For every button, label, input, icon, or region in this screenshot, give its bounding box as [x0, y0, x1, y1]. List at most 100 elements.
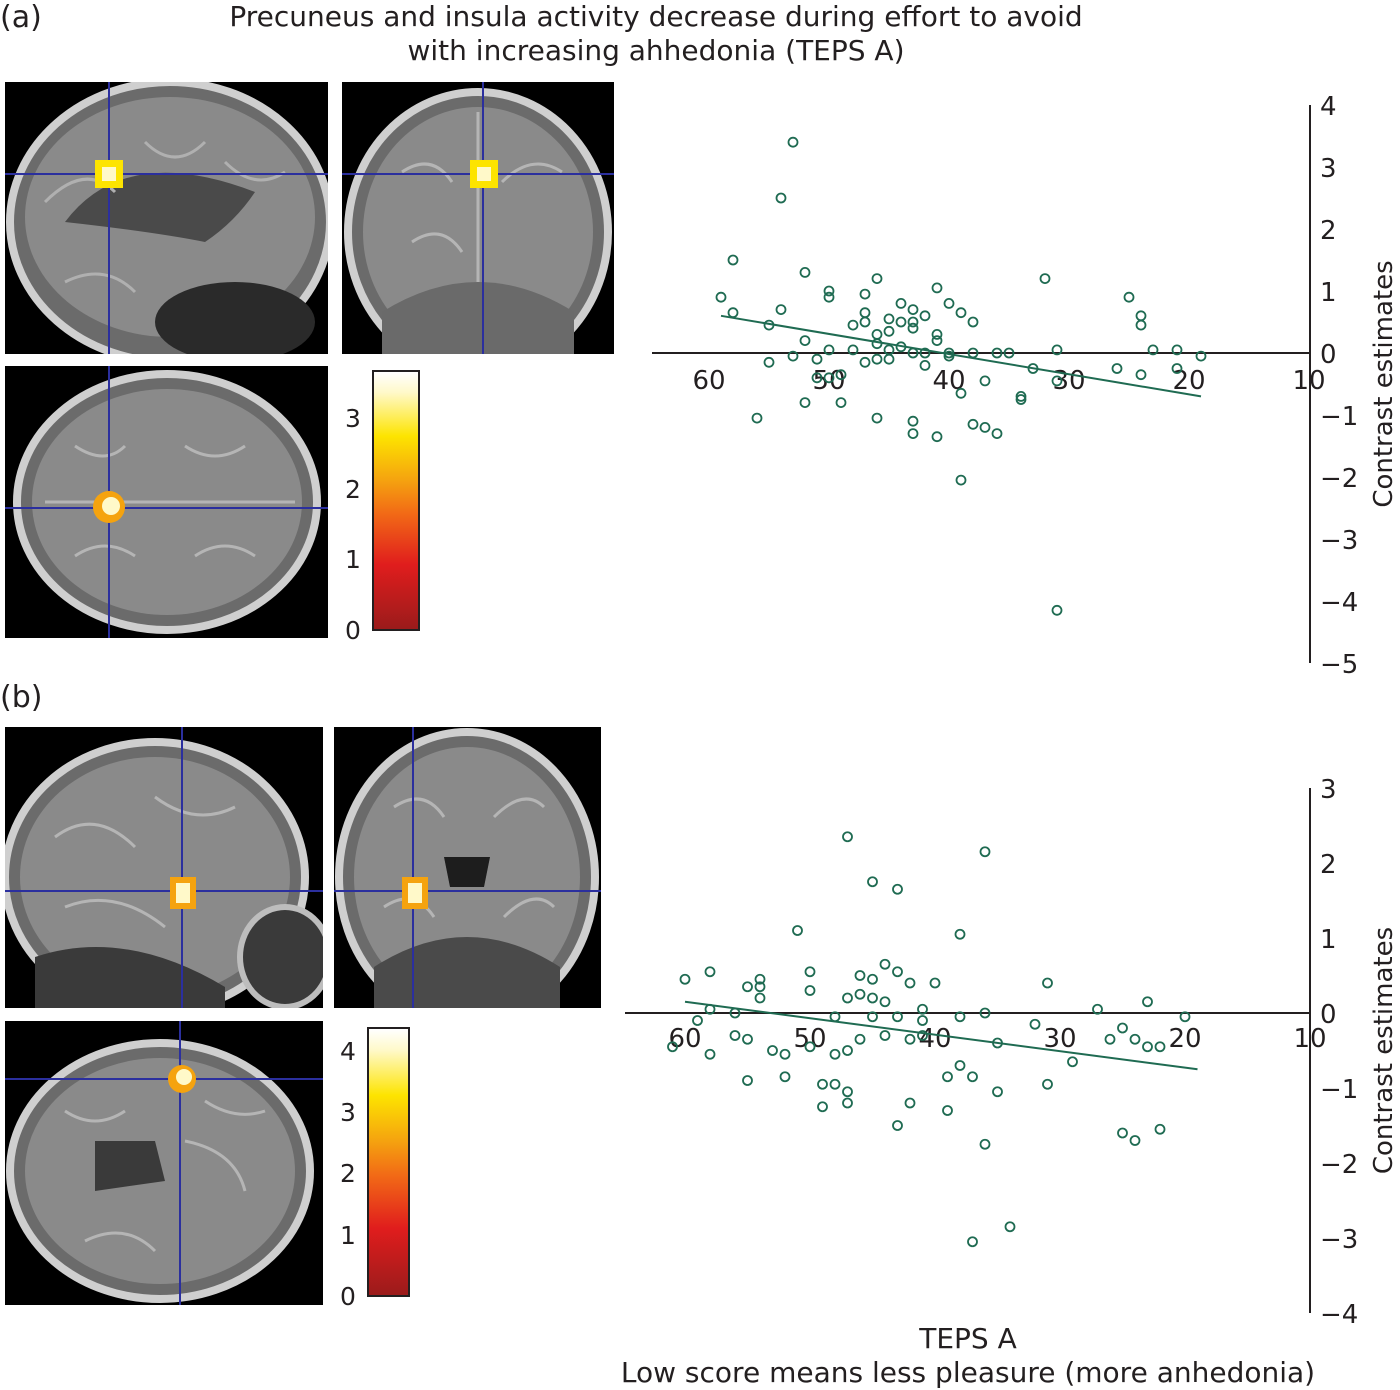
data-point: [1147, 344, 1159, 356]
data-point: [754, 992, 766, 1004]
y-tick-label: −2: [1320, 464, 1358, 494]
data-point: [955, 307, 967, 319]
data-point: [775, 304, 787, 316]
y-tick-label: 1: [1320, 278, 1337, 308]
data-point: [835, 397, 847, 409]
data-point: [1135, 369, 1147, 381]
data-point: [942, 1071, 953, 1083]
figure-title-line1: Precuneus and insula activity decrease d…: [229, 0, 1083, 33]
data-point: [943, 297, 955, 309]
data-point: [847, 344, 859, 356]
data-point: [931, 335, 943, 347]
data-point: [1051, 344, 1063, 356]
data-point: [979, 421, 991, 433]
colorbar_b-tick: 3: [340, 1097, 356, 1127]
data-point: [1027, 363, 1039, 374]
data-point: [883, 353, 895, 365]
data-point: [667, 1041, 678, 1053]
data-point: [955, 474, 967, 486]
data-point: [704, 1003, 716, 1015]
y-tick-label: −5: [1320, 650, 1358, 680]
data-point: [967, 316, 979, 328]
data-point: [842, 1086, 853, 1098]
y-tick-label: 3: [1320, 154, 1337, 184]
data-point: [871, 328, 883, 340]
data-point: [1129, 1033, 1141, 1045]
data-point: [1104, 1033, 1116, 1045]
data-point: [992, 1086, 1003, 1098]
data-point: [1135, 310, 1147, 322]
data-point: [823, 372, 835, 384]
data-point: [799, 397, 811, 409]
data-point: [799, 335, 811, 347]
data-point: [892, 966, 903, 978]
data-point: [943, 347, 955, 359]
data-point: [842, 1045, 853, 1056]
data-point: [892, 1011, 903, 1023]
x-tick-label: 60: [692, 366, 725, 396]
x-tick-label: 50: [793, 1024, 826, 1054]
data-point: [842, 1097, 853, 1109]
y-tick-label: 2: [1320, 216, 1337, 246]
data-point: [679, 973, 691, 985]
y-tick-label: −1: [1320, 402, 1358, 432]
colorbar_a-tick: 1: [345, 545, 361, 575]
data-point: [991, 347, 1003, 359]
data-point: [931, 282, 943, 294]
brain-sagittal-b: [5, 727, 323, 1008]
y-tick-label: 3: [1320, 775, 1337, 805]
data-point: [895, 341, 907, 353]
data-point: [854, 970, 866, 981]
data-point: [754, 973, 766, 985]
x-tick-label: 40: [932, 366, 965, 396]
data-point: [823, 291, 835, 303]
data-point: [871, 338, 883, 350]
data-point: [1029, 1018, 1041, 1030]
colorbar_a-tick: 0: [345, 616, 361, 645]
data-point: [904, 1033, 916, 1045]
data-point: [1042, 977, 1053, 989]
brain-coronal-a: [342, 82, 614, 354]
data-point: [867, 1011, 878, 1023]
data-point: [804, 966, 816, 978]
data-point: [904, 977, 916, 989]
data-point: [907, 347, 919, 359]
data-point: [954, 928, 966, 940]
data-point: [879, 1030, 891, 1041]
data-point: [847, 319, 859, 331]
data-point: [931, 431, 943, 443]
data-point: [1123, 291, 1135, 303]
data-point: [919, 347, 931, 359]
brain-coronal-b: [334, 727, 601, 1008]
data-point: [842, 831, 853, 843]
data-point: [1117, 1022, 1128, 1034]
data-point: [854, 988, 866, 1000]
data-point: [829, 1048, 841, 1060]
data-point: [727, 254, 739, 266]
data-point: [1092, 1003, 1103, 1015]
data-point: [829, 1078, 841, 1090]
data-point: [967, 1236, 978, 1248]
y-tick-label: −4: [1320, 588, 1358, 618]
data-point: [704, 966, 716, 978]
y-tick-label: −1: [1320, 1075, 1358, 1105]
xlabel-line1: TEPS A: [919, 1322, 1017, 1355]
y-tick-label: 4: [1320, 92, 1337, 122]
data-point: [792, 925, 803, 936]
data-point: [804, 985, 816, 996]
y-axis-title: Contrast estimates: [1369, 927, 1399, 1174]
data-point: [775, 192, 787, 204]
data-point: [917, 1015, 928, 1026]
data-point: [715, 291, 727, 303]
data-point: [895, 316, 907, 328]
data-point: [859, 356, 871, 368]
data-point: [1154, 1123, 1166, 1135]
brain-sagittal-a: [5, 82, 328, 354]
y-tick-label: 1: [1320, 925, 1337, 955]
x-tick-label: 20: [1172, 366, 1205, 396]
data-point: [859, 316, 871, 328]
data-point: [729, 1007, 741, 1019]
y-tick-label: −3: [1320, 526, 1358, 556]
data-point: [1067, 1056, 1078, 1068]
